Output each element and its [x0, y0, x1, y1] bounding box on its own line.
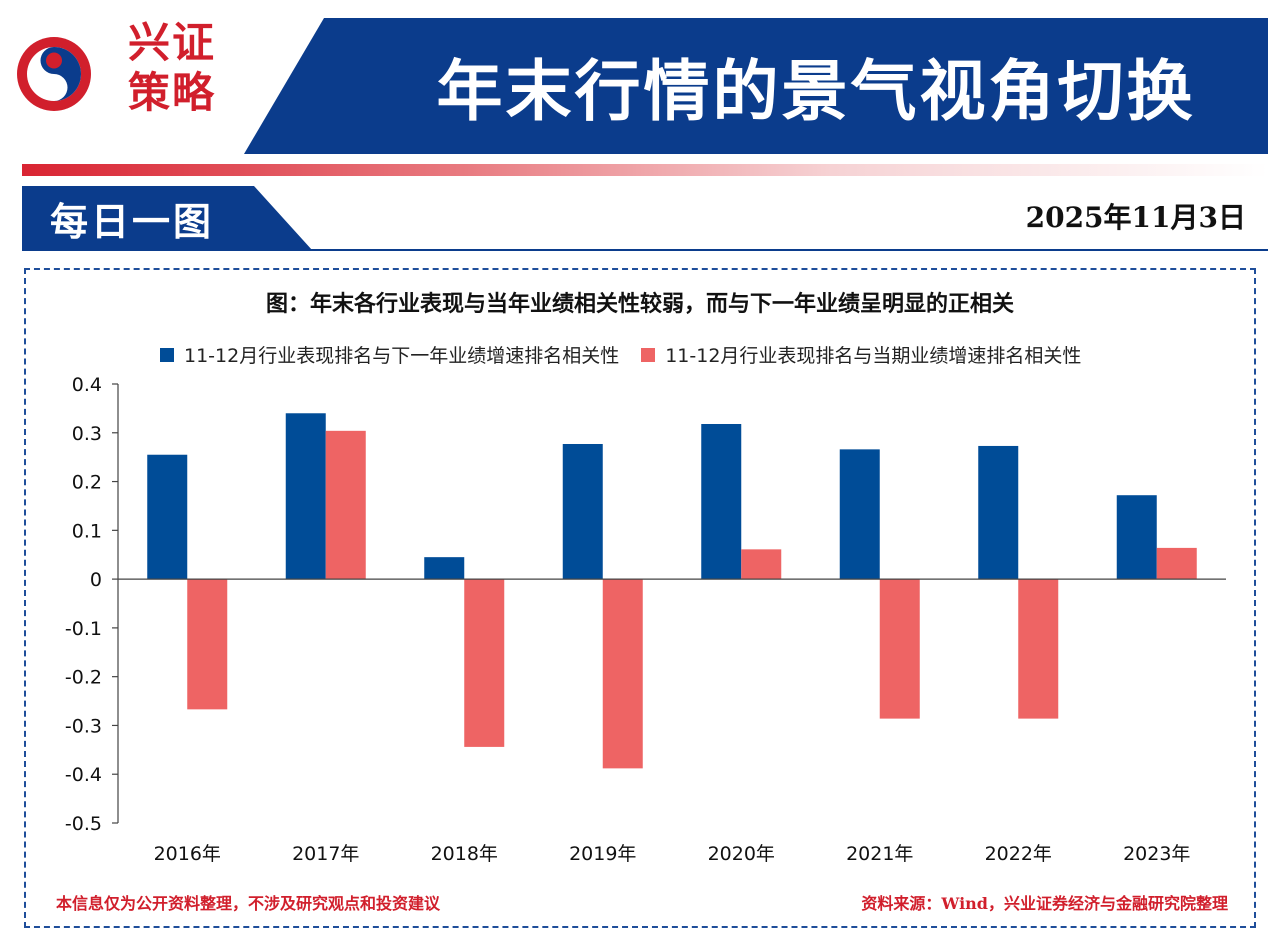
bar-current-year	[325, 430, 366, 580]
publish-date: 2025年11月3日	[1025, 201, 1246, 234]
x-tick-label: 2021年	[846, 843, 913, 865]
x-tick-label: 2019年	[569, 843, 636, 865]
chart-frame	[24, 268, 1256, 928]
y-tick-label: 0.3	[72, 423, 102, 445]
bar-next-year	[285, 413, 326, 580]
bar-current-year	[602, 579, 643, 769]
bar-next-year	[839, 449, 880, 580]
x-tick-label: 2020年	[708, 843, 775, 865]
x-tick-label: 2017年	[292, 843, 359, 865]
y-tick-label: -0.1	[65, 618, 102, 640]
x-tick-label: 2018年	[431, 843, 498, 865]
brand-line-1: 兴证	[128, 18, 217, 67]
y-tick-label: 0	[90, 569, 102, 591]
y-tick-label: -0.3	[65, 715, 102, 737]
x-tick-label: 2023年	[1123, 843, 1190, 865]
disclaimer-text: 本信息仅为公开资料整理，不涉及研究观点和投资建议	[56, 894, 441, 913]
legend-label-current-year: 11-12月行业表现排名与当期业绩增速排名相关性	[665, 345, 1082, 367]
legend-swatch-blue	[160, 347, 174, 362]
x-tick-label: 2016年	[154, 843, 221, 865]
bar-next-year	[424, 557, 465, 580]
brand-wordmark: 兴证 策略	[128, 18, 216, 118]
section-tab-shape	[22, 186, 312, 250]
y-tick-label: 0.4	[72, 374, 102, 396]
bar-next-year	[147, 454, 188, 580]
y-tick-label: -0.2	[65, 667, 102, 689]
page-title: 年末行情的景气视角切换	[436, 53, 1196, 130]
chart-title: 图：年末各行业表现与当年业绩相关性较弱，而与下一年业绩呈明显的正相关	[265, 292, 1014, 317]
section-tab: 每日一图	[22, 186, 312, 250]
legend-item-next-year: 11-12月行业表现排名与下一年业绩增速排名相关性	[160, 341, 619, 368]
header-banner-shape	[244, 18, 1268, 154]
bar-next-year	[562, 443, 603, 580]
chart-legend: 11-12月行业表现排名与下一年业绩增速排名相关性 11-12月行业表现排名与当…	[160, 341, 1103, 368]
legend-label-next-year: 11-12月行业表现排名与下一年业绩增速排名相关性	[184, 345, 620, 367]
y-tick-label: 0.2	[72, 472, 102, 494]
source-text: 资料来源：Wind，兴业证券经济与金融研究院整理	[861, 894, 1228, 913]
header-banner: 年末行情的景气视角切换	[244, 18, 1268, 154]
bar-next-year	[701, 423, 742, 580]
brand-line-2: 策略	[128, 68, 217, 117]
y-tick-label: -0.5	[65, 813, 102, 835]
bar-current-year	[1156, 547, 1197, 580]
section-divider	[22, 249, 1268, 251]
bar-current-year	[741, 549, 782, 580]
x-tick-label: 2022年	[985, 843, 1052, 865]
y-tick-label: -0.4	[65, 764, 102, 786]
bar-current-year	[1018, 579, 1059, 719]
y-tick-label: 0.1	[72, 520, 102, 542]
bar-current-year	[187, 579, 228, 710]
bar-next-year	[1116, 495, 1157, 580]
bar-current-year	[879, 579, 920, 719]
bar-current-year	[464, 579, 505, 747]
section-label: 每日一图	[50, 198, 215, 244]
legend-item-current-year: 11-12月行业表现排名与当期业绩增速排名相关性	[641, 341, 1081, 368]
brand-logo-icon	[17, 37, 91, 111]
legend-swatch-red	[641, 347, 656, 362]
bar-next-year	[978, 445, 1019, 580]
decorative-gradient-bar	[22, 164, 1268, 176]
